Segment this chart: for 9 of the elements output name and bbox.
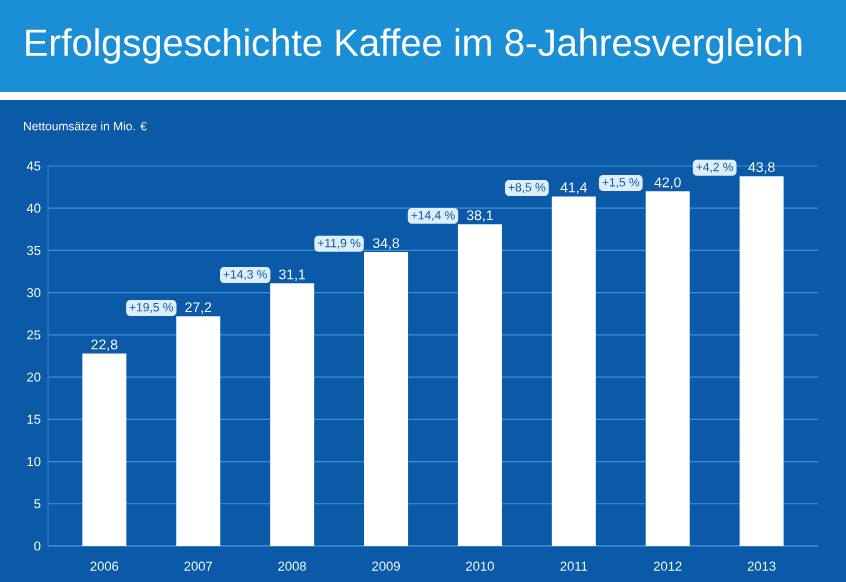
- bar: [176, 316, 221, 546]
- bar: [364, 252, 409, 546]
- bar: [457, 224, 502, 546]
- bar: [82, 353, 127, 546]
- bar: [270, 283, 315, 546]
- chart-title: Erfolgsgeschichte Kaffee im 8-Jahresvergleich: [26, 28, 802, 64]
- bar: [739, 176, 784, 546]
- bar: [551, 196, 596, 546]
- bar: [645, 191, 690, 546]
